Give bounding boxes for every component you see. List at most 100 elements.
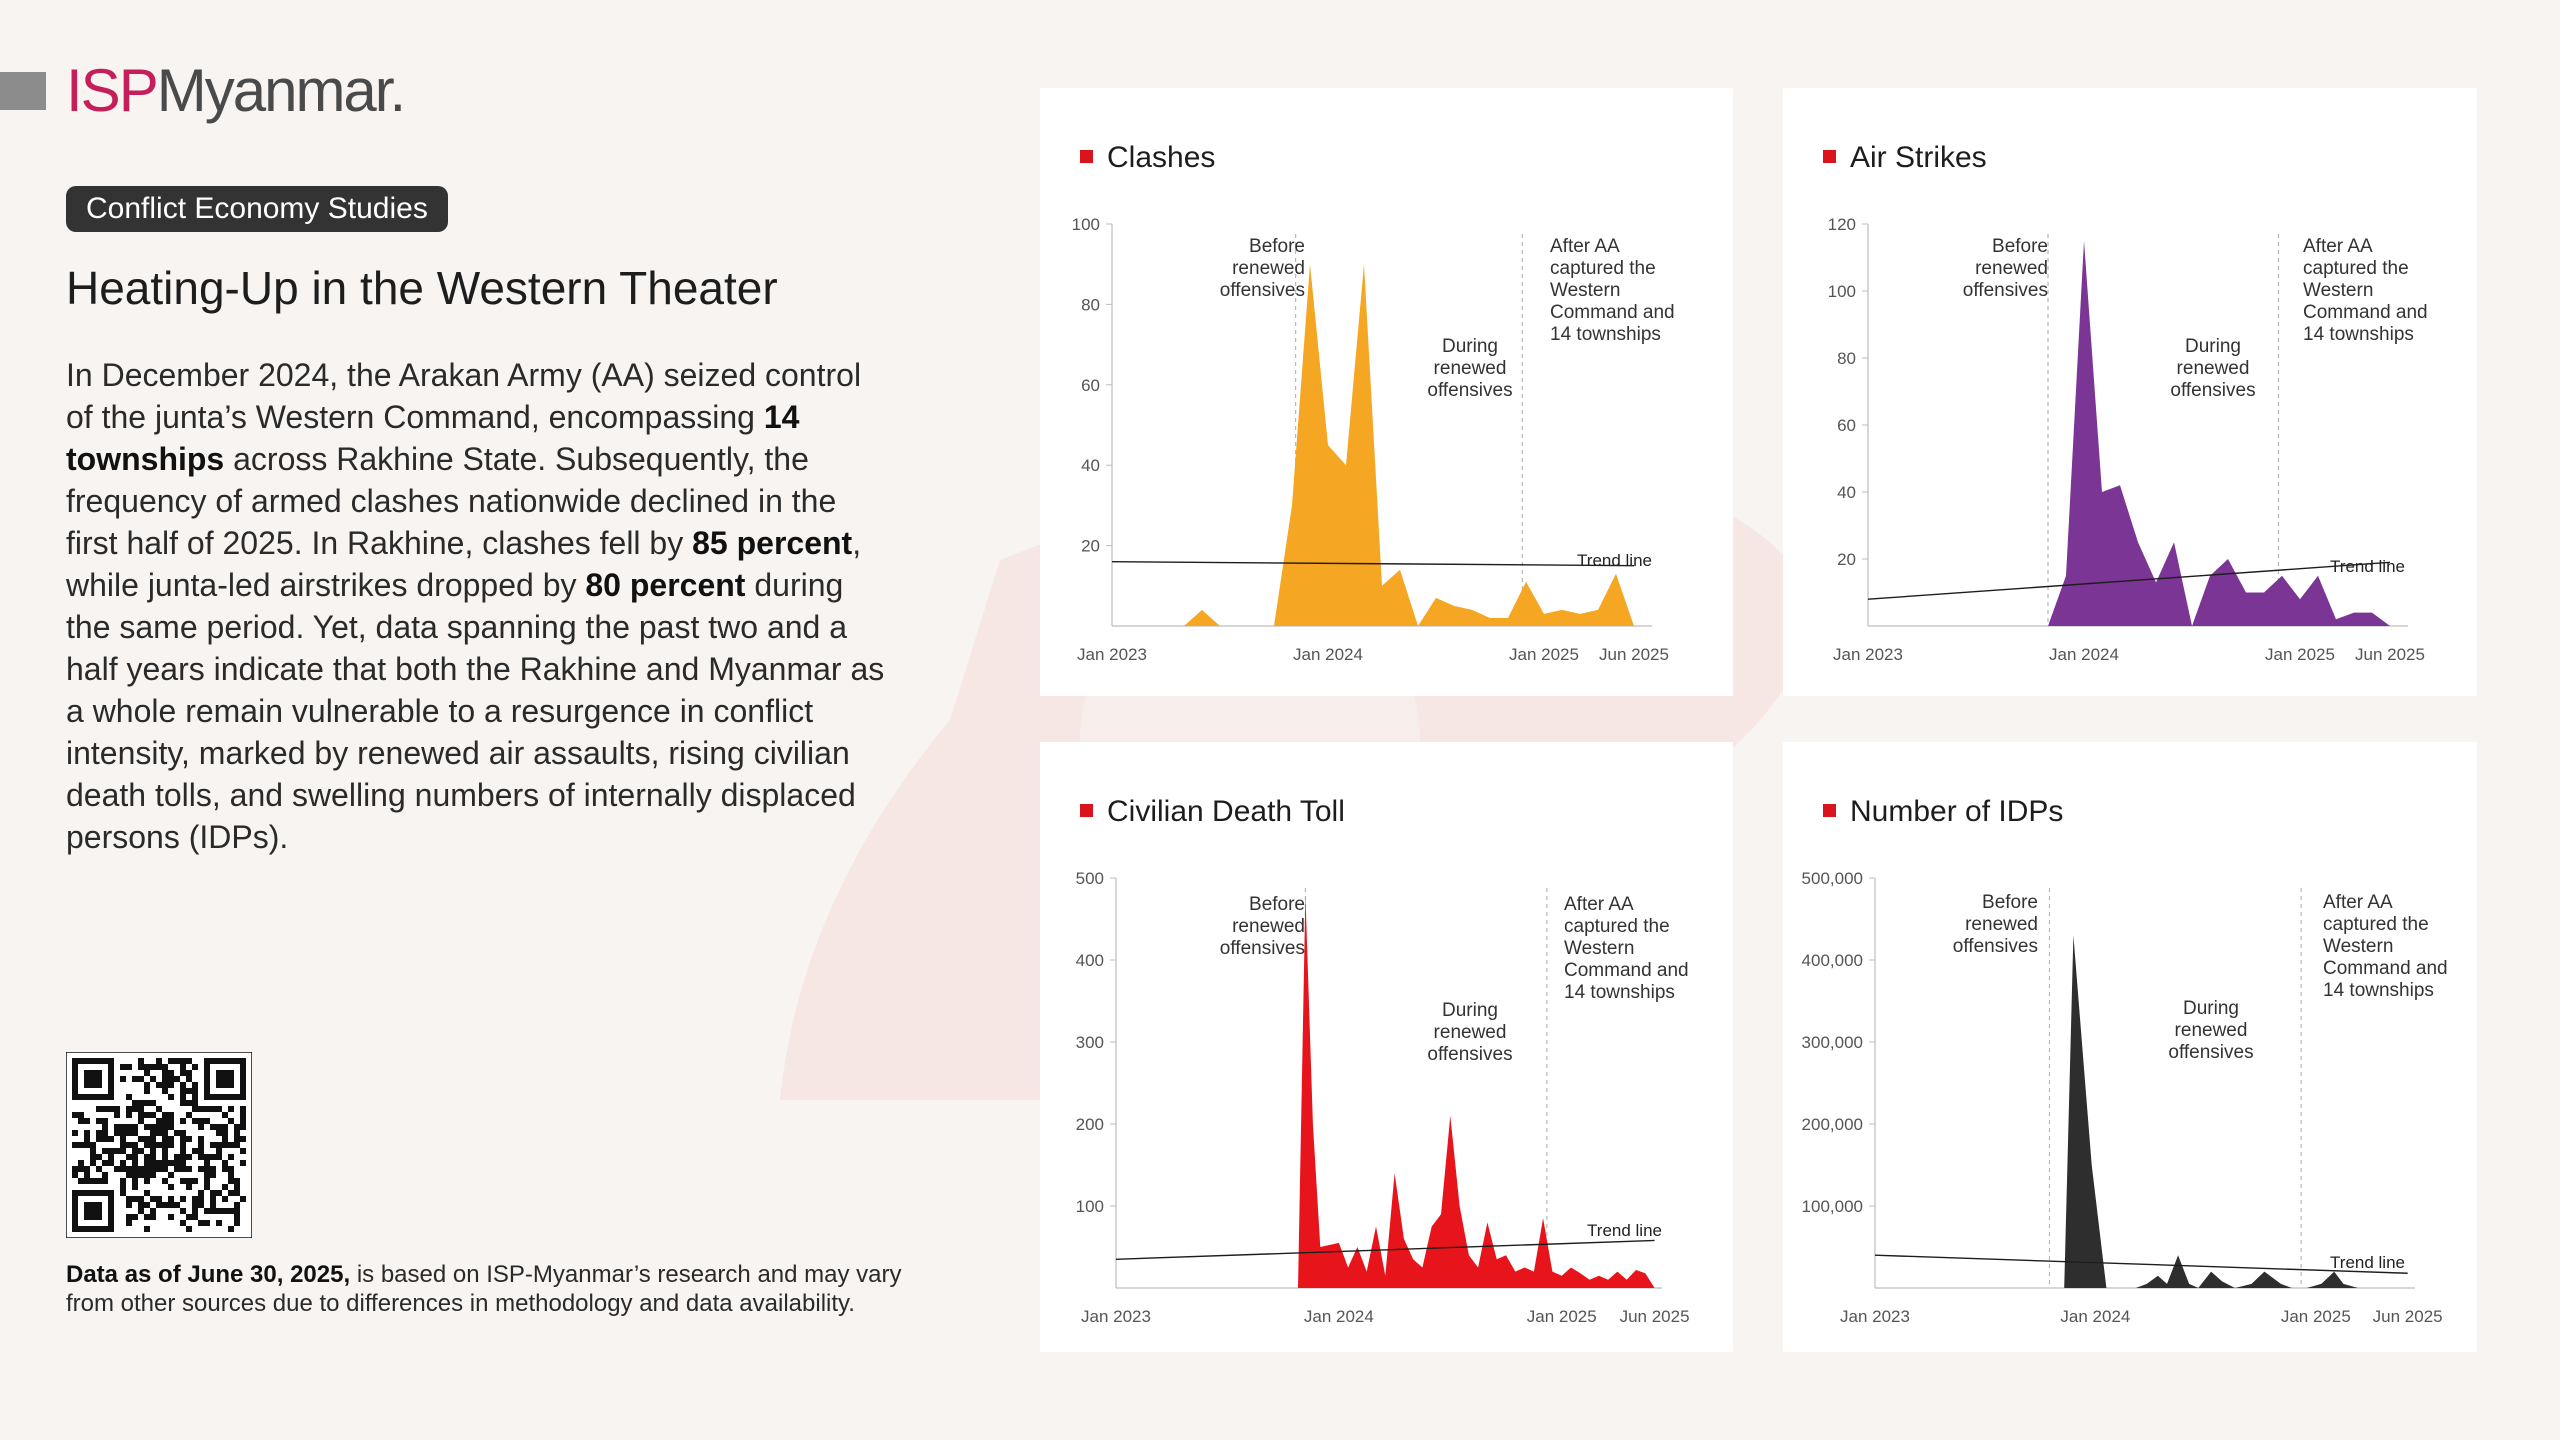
phase-annotation-before: Before renewed offensives (1953, 892, 2038, 957)
civilian-death-toll-area (1283, 894, 1655, 1288)
page-title: Heating-Up in the Western Theater (66, 262, 778, 314)
trend-line (1111, 560, 1635, 567)
phase-annotation-after: After AA captured the Western Command and 14… (2303, 236, 2428, 345)
y-tick-label: 60 (1081, 376, 1100, 395)
civilian-death-toll-title-text: Civilian Death Toll (1107, 795, 1345, 828)
y-tick-label: 20 (1081, 537, 1100, 556)
y-tick-label: 400 (1076, 951, 1104, 970)
x-tick-label: Jan 2025 (2281, 1307, 2351, 1326)
trend-line (1115, 1239, 1655, 1260)
y-tick-label: 400,000 (1802, 951, 1863, 970)
y-tick-label: 500 (1076, 869, 1104, 888)
y-tick-label: 300 (1076, 1033, 1104, 1052)
trend-line-label: Trend line (2330, 1253, 2405, 1272)
trend-line (1867, 561, 2391, 600)
title-marker-icon (1080, 804, 1093, 817)
idps-area (2049, 935, 2368, 1288)
title-marker-icon (1823, 150, 1836, 163)
x-tick-label: Jun 2025 (1620, 1307, 1690, 1326)
x-tick-label: Jan 2025 (1527, 1307, 1597, 1326)
x-tick-label: Jan 2024 (2049, 645, 2119, 664)
data-footnote: Data as of June 30, 2025, is based on IS… (66, 1260, 926, 1318)
x-tick-label: Jun 2025 (1599, 645, 1669, 664)
trend-line-label: Trend line (1577, 551, 1652, 570)
y-tick-label: 20 (1837, 550, 1856, 569)
logo-bar (0, 72, 46, 110)
y-tick-label: 40 (1837, 483, 1856, 502)
isp-myanmar-logo[interactable]: ISPMyanmar. (66, 56, 406, 126)
idps-title-text: Number of IDPs (1850, 795, 2064, 828)
civilian-death-toll-chart-title: Civilian Death Toll (1080, 792, 1345, 832)
clashes-title-text: Clashes (1107, 141, 1216, 174)
y-tick-label: 80 (1837, 349, 1856, 368)
x-tick-label: Jan 2024 (1293, 645, 1363, 664)
phase-annotation-after: After AA captured the Western Command and 14… (1564, 894, 1689, 1003)
x-tick-label: Jun 2025 (2355, 645, 2425, 664)
x-tick-label: Jan 2023 (1081, 1307, 1151, 1326)
trend-line-label: Trend line (2330, 557, 2405, 576)
clashes-chart-title: Clashes (1080, 138, 1215, 178)
clashes-chart-panel: Clashes 20 40 60 80 100 Jan 2023 Jan 2024 Jan 2… (1040, 88, 1733, 696)
air-strikes-area (2030, 240, 2390, 627)
y-tick-label: 100,000 (1802, 1197, 1863, 1216)
intro-text-1: In December 2024, the Arakan Army (AA) s… (66, 357, 862, 435)
trend-line-label: Trend line (1587, 1221, 1662, 1240)
y-tick-label: 100 (1072, 215, 1100, 234)
logo-dot: . (389, 57, 406, 124)
intro-paragraph: In December 2024, the Arakan Army (AA) s… (66, 354, 896, 858)
air-strikes-chart-title: Air Strikes (1823, 138, 1987, 178)
intro-text-4: during the same period. Yet, data spanni… (66, 567, 885, 855)
phase-annotation-after: After AA captured the Western Command and 14… (1550, 236, 1675, 345)
x-tick-label: Jan 2024 (1304, 1307, 1374, 1326)
x-tick-label: Jan 2023 (1840, 1307, 1910, 1326)
phase-annotation-before: Before renewed offensives (1220, 236, 1305, 301)
idps-chart-panel: Number of IDPs 100,000 200,000 300,000 400,… (1783, 742, 2477, 1352)
phase-annotation-before: Before renewed offensives (1963, 236, 2048, 301)
title-marker-icon (1080, 150, 1093, 163)
intro-text-2: across Rakhine State. Subsequently, the … (66, 441, 837, 561)
logo-myanmar: Myanmar (156, 57, 392, 124)
intro-text-3: , while junta-led airstrikes dropped by (66, 525, 862, 603)
x-tick-label: Jan 2024 (2060, 1307, 2130, 1326)
qr-code[interactable] (66, 1052, 252, 1238)
y-tick-label: 300,000 (1802, 1033, 1863, 1052)
y-tick-label: 80 (1081, 295, 1100, 314)
trend-line (1874, 1254, 2408, 1274)
phase-annotation-before: Before renewed offensives (1220, 894, 1305, 959)
y-tick-label: 500,000 (1802, 869, 1863, 888)
y-tick-label: 100 (1076, 1197, 1104, 1216)
series-tag: Conflict Economy Studies (66, 186, 448, 232)
phase-annotation-during: During renewed offensives (2168, 998, 2253, 1063)
y-tick-label: 200,000 (1802, 1115, 1863, 1134)
civilian-death-toll-chart: 100 200 300 400 500 Jan 2023 Jan 2024 Jan 2025 J… (1076, 869, 1690, 1326)
phase-annotation-during: During renewed offensives (1427, 1000, 1512, 1065)
phase-annotation-during: During renewed offensives (1427, 336, 1512, 401)
clashes-chart: 20 40 60 80 100 Jan 2023 Jan 2024 Jan 2025 Jun 2… (1072, 215, 1675, 664)
footnote-bold: Data as of June 30, 2025, (66, 1261, 351, 1288)
phase-annotation-during: During renewed offensives (2170, 336, 2255, 401)
air-strikes-title-text: Air Strikes (1850, 141, 1987, 174)
x-tick-label: Jan 2023 (1077, 645, 1147, 664)
y-tick-label: 60 (1837, 416, 1856, 435)
phase-annotation-after: After AA captured the Western Command and 14… (2323, 892, 2448, 1001)
y-tick-label: 100 (1828, 282, 1856, 301)
idps-chart-title: Number of IDPs (1823, 792, 2063, 832)
air-strikes-chart: 20 40 60 80 100 120 Jan 2023 Jan 2024 Jan 2025 Ju… (1828, 215, 2428, 664)
footnote-text: is based on ISP-Myanmar’s research and m… (66, 1261, 902, 1317)
x-tick-label: Jan 2025 (2265, 645, 2335, 664)
idps-chart: 100,000 200,000 300,000 400,000 500,000 Jan 2… (1802, 869, 2448, 1326)
air-strikes-chart-panel: Air Strikes 20 40 60 80 100 120 Jan 2023 Jan 20… (1783, 88, 2477, 696)
y-tick-label: 200 (1076, 1115, 1104, 1134)
title-marker-icon (1823, 804, 1836, 817)
y-tick-label: 120 (1828, 215, 1856, 234)
logo-isp: ISP (66, 57, 159, 124)
y-tick-label: 40 (1081, 456, 1100, 475)
clashes-area (1184, 264, 1634, 626)
intro-bold-clashes: 85 percent (692, 525, 853, 561)
intro-bold-townships: 14 townships (66, 399, 800, 477)
x-tick-label: Jun 2025 (2373, 1307, 2443, 1326)
intro-bold-airstrikes: 80 percent (585, 567, 746, 603)
civilian-death-toll-chart-panel: Civilian Death Toll 100 200 300 400 500 Jan 2… (1040, 742, 1733, 1352)
x-tick-label: Jan 2025 (1509, 645, 1579, 664)
x-tick-label: Jan 2023 (1833, 645, 1903, 664)
